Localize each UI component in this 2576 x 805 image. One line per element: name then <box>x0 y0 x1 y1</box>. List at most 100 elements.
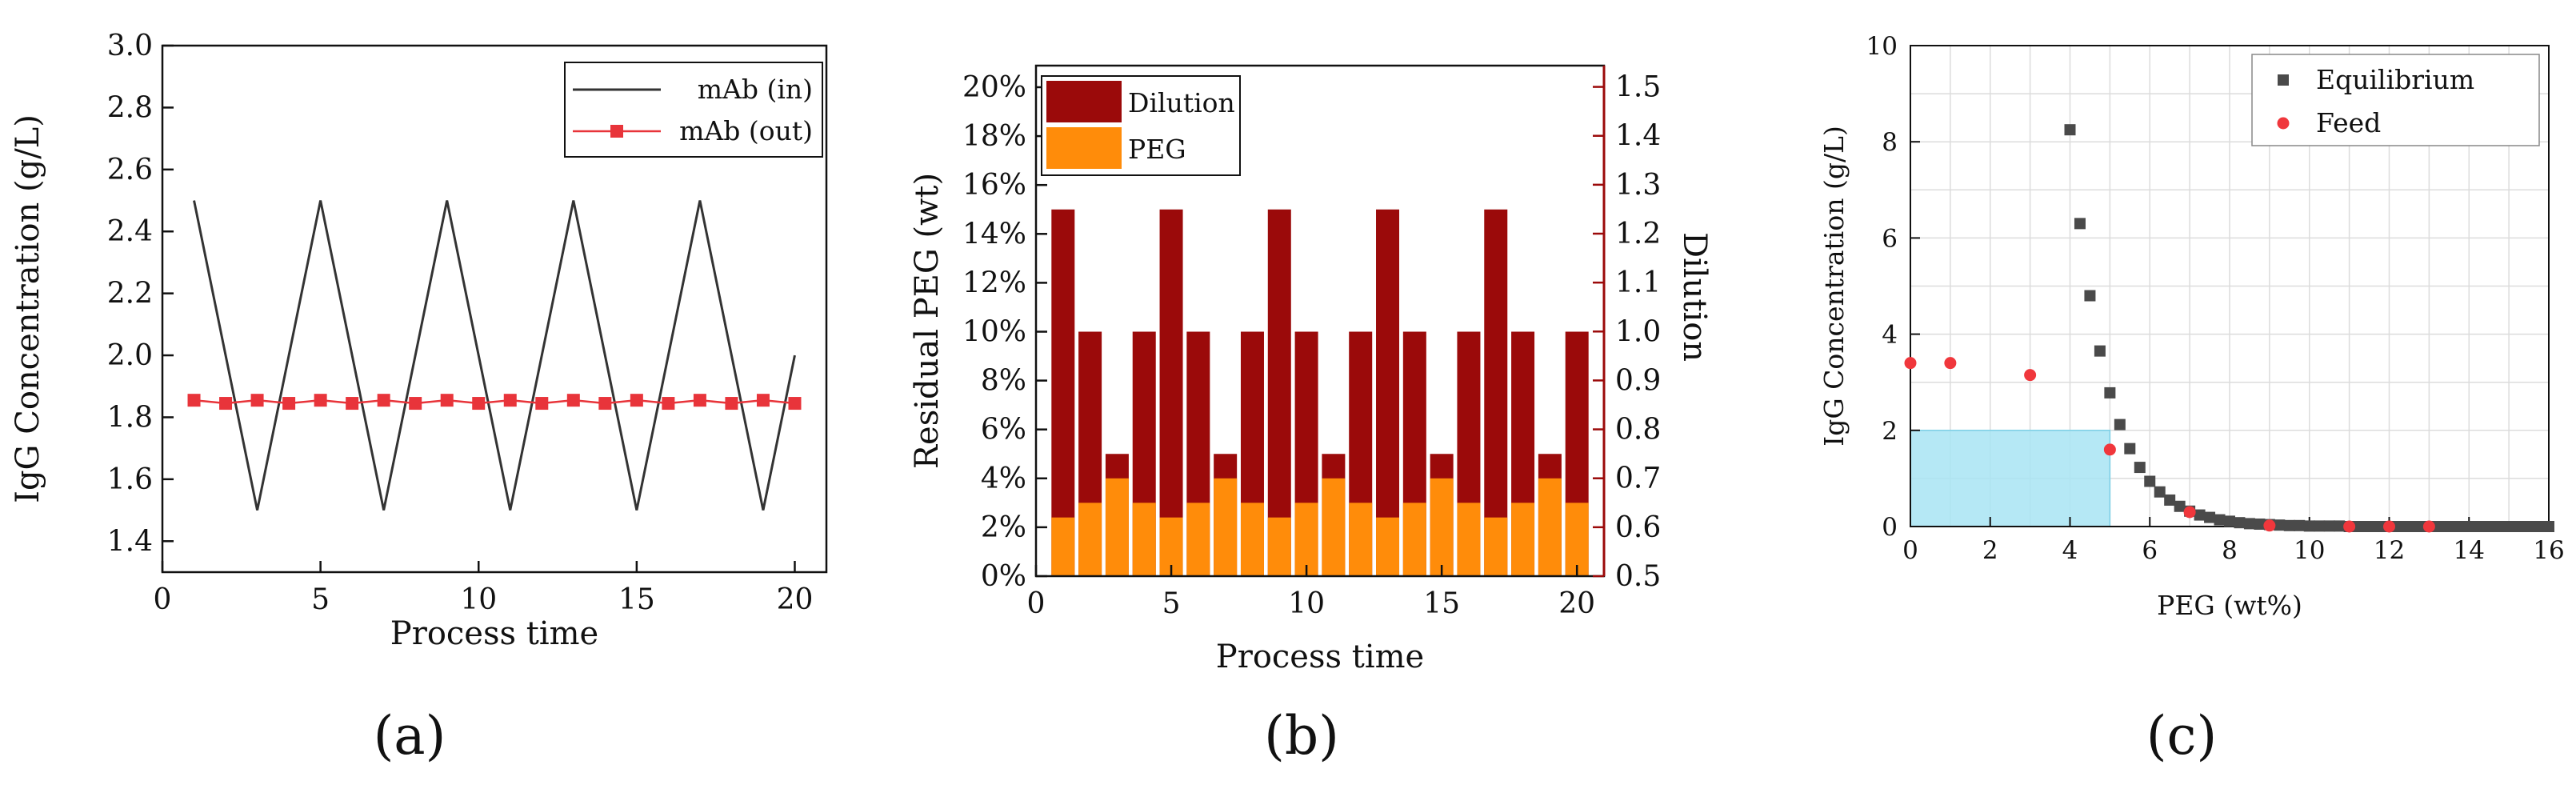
bar-peg <box>1402 503 1426 576</box>
data-point-equilibrium <box>2314 520 2326 532</box>
data-point-feed <box>2183 506 2196 519</box>
data-point-equilibrium <box>2483 521 2495 532</box>
y-tick-label: 1.8 <box>107 401 153 434</box>
y-tick-label: 10 <box>1866 32 1898 61</box>
data-point-equilibrium <box>2503 521 2515 532</box>
y-axis-label: IgG Concentration (g/L) <box>1818 126 1850 447</box>
y-right-tick-label: 1.5 <box>1615 71 1661 104</box>
bar-dilution <box>1159 209 1183 576</box>
y-right-tick-label: 1.1 <box>1615 266 1661 299</box>
y-tick-label: 2.6 <box>107 154 153 186</box>
data-point-feed <box>2422 520 2435 533</box>
bar-dilution <box>1267 209 1291 576</box>
data-point-equilibrium <box>2334 520 2346 532</box>
data-point-mab-out <box>440 394 454 407</box>
x-tick-label: 2 <box>1982 536 1998 565</box>
data-point-equilibrium <box>2413 521 2425 532</box>
data-point-feed <box>2383 520 2395 533</box>
legend-label-dilution: Dilution <box>1128 87 1235 118</box>
panel-b-label: (b) <box>1264 705 1339 767</box>
y-tick-label: 2.8 <box>107 91 153 124</box>
panel-b-chart: 0 5 10 15 20 0% 2% 4% 6% 8% 10% 12% 14% 16% 18% 20% 0.5 0… <box>909 64 1713 675</box>
data-point-equilibrium <box>2433 521 2445 532</box>
data-point-equilibrium <box>2354 521 2366 532</box>
data-point-equilibrium <box>2164 494 2176 506</box>
data-point-equilibrium <box>2254 518 2266 530</box>
bar-dilution <box>1484 209 1508 576</box>
bar-peg <box>1214 478 1238 576</box>
y-right-tick-label: 0.9 <box>1615 364 1661 397</box>
data-point-mab-out <box>725 397 738 411</box>
data-point-mab-out <box>630 394 643 407</box>
data-point-equilibrium <box>2393 521 2405 532</box>
data-point-mab-out <box>187 394 201 407</box>
data-point-mab-out <box>535 397 549 411</box>
y-tick-label: 16% <box>962 169 1026 202</box>
legend-box <box>564 62 823 158</box>
x-tick-label: 5 <box>311 583 330 616</box>
data-point-mab-out <box>219 397 233 411</box>
x-axis-label: PEG (wt%) <box>2157 590 2302 621</box>
y-right-axis-label: Dilution <box>1676 232 1713 362</box>
x-tick-label: 12 <box>2374 536 2405 565</box>
data-point-mab-out <box>662 397 675 411</box>
legend-marker-mab-out <box>610 125 623 138</box>
legend-label-equilibrium: Equilibrium <box>2316 64 2474 95</box>
bar-peg <box>1105 478 1129 576</box>
data-point-equilibrium <box>2064 124 2076 136</box>
y-right-tick-label: 0.5 <box>1615 560 1661 593</box>
bar-peg <box>1240 503 1264 576</box>
bar-dilution <box>1376 209 1400 576</box>
data-point-mab-out <box>598 397 612 411</box>
data-point-equilibrium <box>2104 386 2116 398</box>
bar-peg <box>1457 503 1481 576</box>
y-tick-label: 10% <box>962 316 1026 349</box>
bar-peg <box>1051 517 1075 576</box>
data-point-mab-out <box>566 394 580 407</box>
bar-peg <box>1430 478 1454 576</box>
data-point-feed <box>2024 369 2037 382</box>
data-point-mab-out <box>282 397 296 411</box>
data-point-equilibrium <box>2154 486 2166 498</box>
data-point-equilibrium <box>2453 521 2465 532</box>
bar-peg <box>1267 517 1291 576</box>
data-point-equilibrium <box>2124 443 2136 455</box>
data-point-equilibrium <box>2473 521 2485 532</box>
bar-peg <box>1078 503 1102 576</box>
data-point-equilibrium <box>2513 521 2525 532</box>
y-tick-label: 2.2 <box>107 278 153 310</box>
x-tick-label: 0 <box>154 583 172 616</box>
x-tick-label: 5 <box>1162 587 1181 620</box>
y-tick-label: 4% <box>981 463 1026 495</box>
data-point-mab-out <box>756 394 770 407</box>
data-point-equilibrium <box>2114 419 2126 431</box>
y-right-tick-label: 1.3 <box>1615 169 1661 202</box>
y-tick-label: 8% <box>981 365 1026 398</box>
x-tick-label: 14 <box>2454 536 2485 565</box>
y-tick-label: 4 <box>1882 321 1898 350</box>
y-axis-label: Residual PEG (wt) <box>909 173 946 469</box>
x-tick-label: 16 <box>2533 536 2564 565</box>
bar-peg <box>1322 478 1346 576</box>
bar-peg <box>1132 503 1156 576</box>
x-tick-label: 0 <box>1902 536 1918 565</box>
data-point-equilibrium <box>2463 521 2475 532</box>
data-point-mab-out <box>693 394 706 407</box>
y-right-tick-label: 0.6 <box>1615 511 1661 544</box>
y-tick-label: 20% <box>962 71 1026 104</box>
data-point-equilibrium <box>2134 462 2146 474</box>
bar-peg <box>1376 517 1400 576</box>
x-tick-label: 15 <box>1423 587 1460 620</box>
data-point-equilibrium <box>2214 514 2226 526</box>
data-point-equilibrium <box>2363 521 2375 532</box>
plot-frame <box>161 44 828 574</box>
bar-peg <box>1511 503 1535 576</box>
data-point-equilibrium <box>2174 500 2186 512</box>
data-point-equilibrium <box>2533 521 2545 532</box>
x-tick-label: 10 <box>460 583 497 616</box>
data-point-equilibrium <box>2523 521 2535 532</box>
y-tick-label: 8 <box>1882 128 1898 157</box>
legend-label-feed: Feed <box>2316 107 2381 138</box>
y-right-tick-label: 1.4 <box>1615 120 1661 153</box>
y-tick-label: 0% <box>981 560 1026 593</box>
